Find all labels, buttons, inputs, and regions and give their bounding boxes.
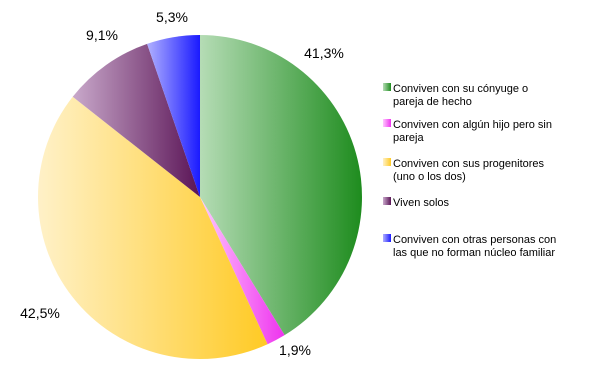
pie-slice-4	[72, 43, 200, 197]
legend-swatch-2	[383, 119, 391, 127]
legend-item-3: Conviven con sus progenitores(uno o los …	[383, 158, 545, 183]
legend-label-3-line-1: Conviven con sus progenitores	[393, 158, 545, 170]
legend-label-5-line-1: Conviven con otras personas con	[393, 234, 556, 246]
pie-slices	[37, 35, 362, 359]
value-label-1: 41,3%	[304, 45, 344, 61]
value-label-5: 5,3%	[156, 9, 188, 25]
pie-slice-3	[37, 96, 268, 359]
pie-slice-2	[200, 197, 285, 345]
legend-swatch-4	[383, 197, 391, 205]
legend-label-1-line-2: pareja de hecho	[393, 96, 472, 108]
legend-label-2-line-1: Conviven con algún hijo pero sin	[393, 119, 552, 131]
legend-item-4: Viven solos	[383, 197, 450, 209]
pie-slice-5	[147, 35, 200, 197]
legend-swatch-5	[383, 234, 391, 242]
legend-swatch-1	[383, 83, 391, 91]
legend-label-2-line-2: pareja	[393, 132, 424, 144]
value-label-3: 42,5%	[20, 305, 60, 321]
legend-label-5-line-2: las que no forman núcleo familiar	[393, 247, 555, 259]
pie-value-labels: 41,3% 1,9% 42,5% 9,1% 5,3%	[20, 9, 344, 358]
pie-slice-1	[200, 35, 362, 336]
legend-label-1-line-1: Conviven con su cónyuge o	[393, 83, 528, 95]
value-label-4: 9,1%	[86, 27, 118, 43]
value-label-2: 1,9%	[279, 342, 311, 358]
legend-swatch-3	[383, 158, 391, 166]
legend-label-4-line-1: Viven solos	[393, 197, 450, 209]
legend-label-3-line-2: (uno o los dos)	[393, 171, 466, 183]
